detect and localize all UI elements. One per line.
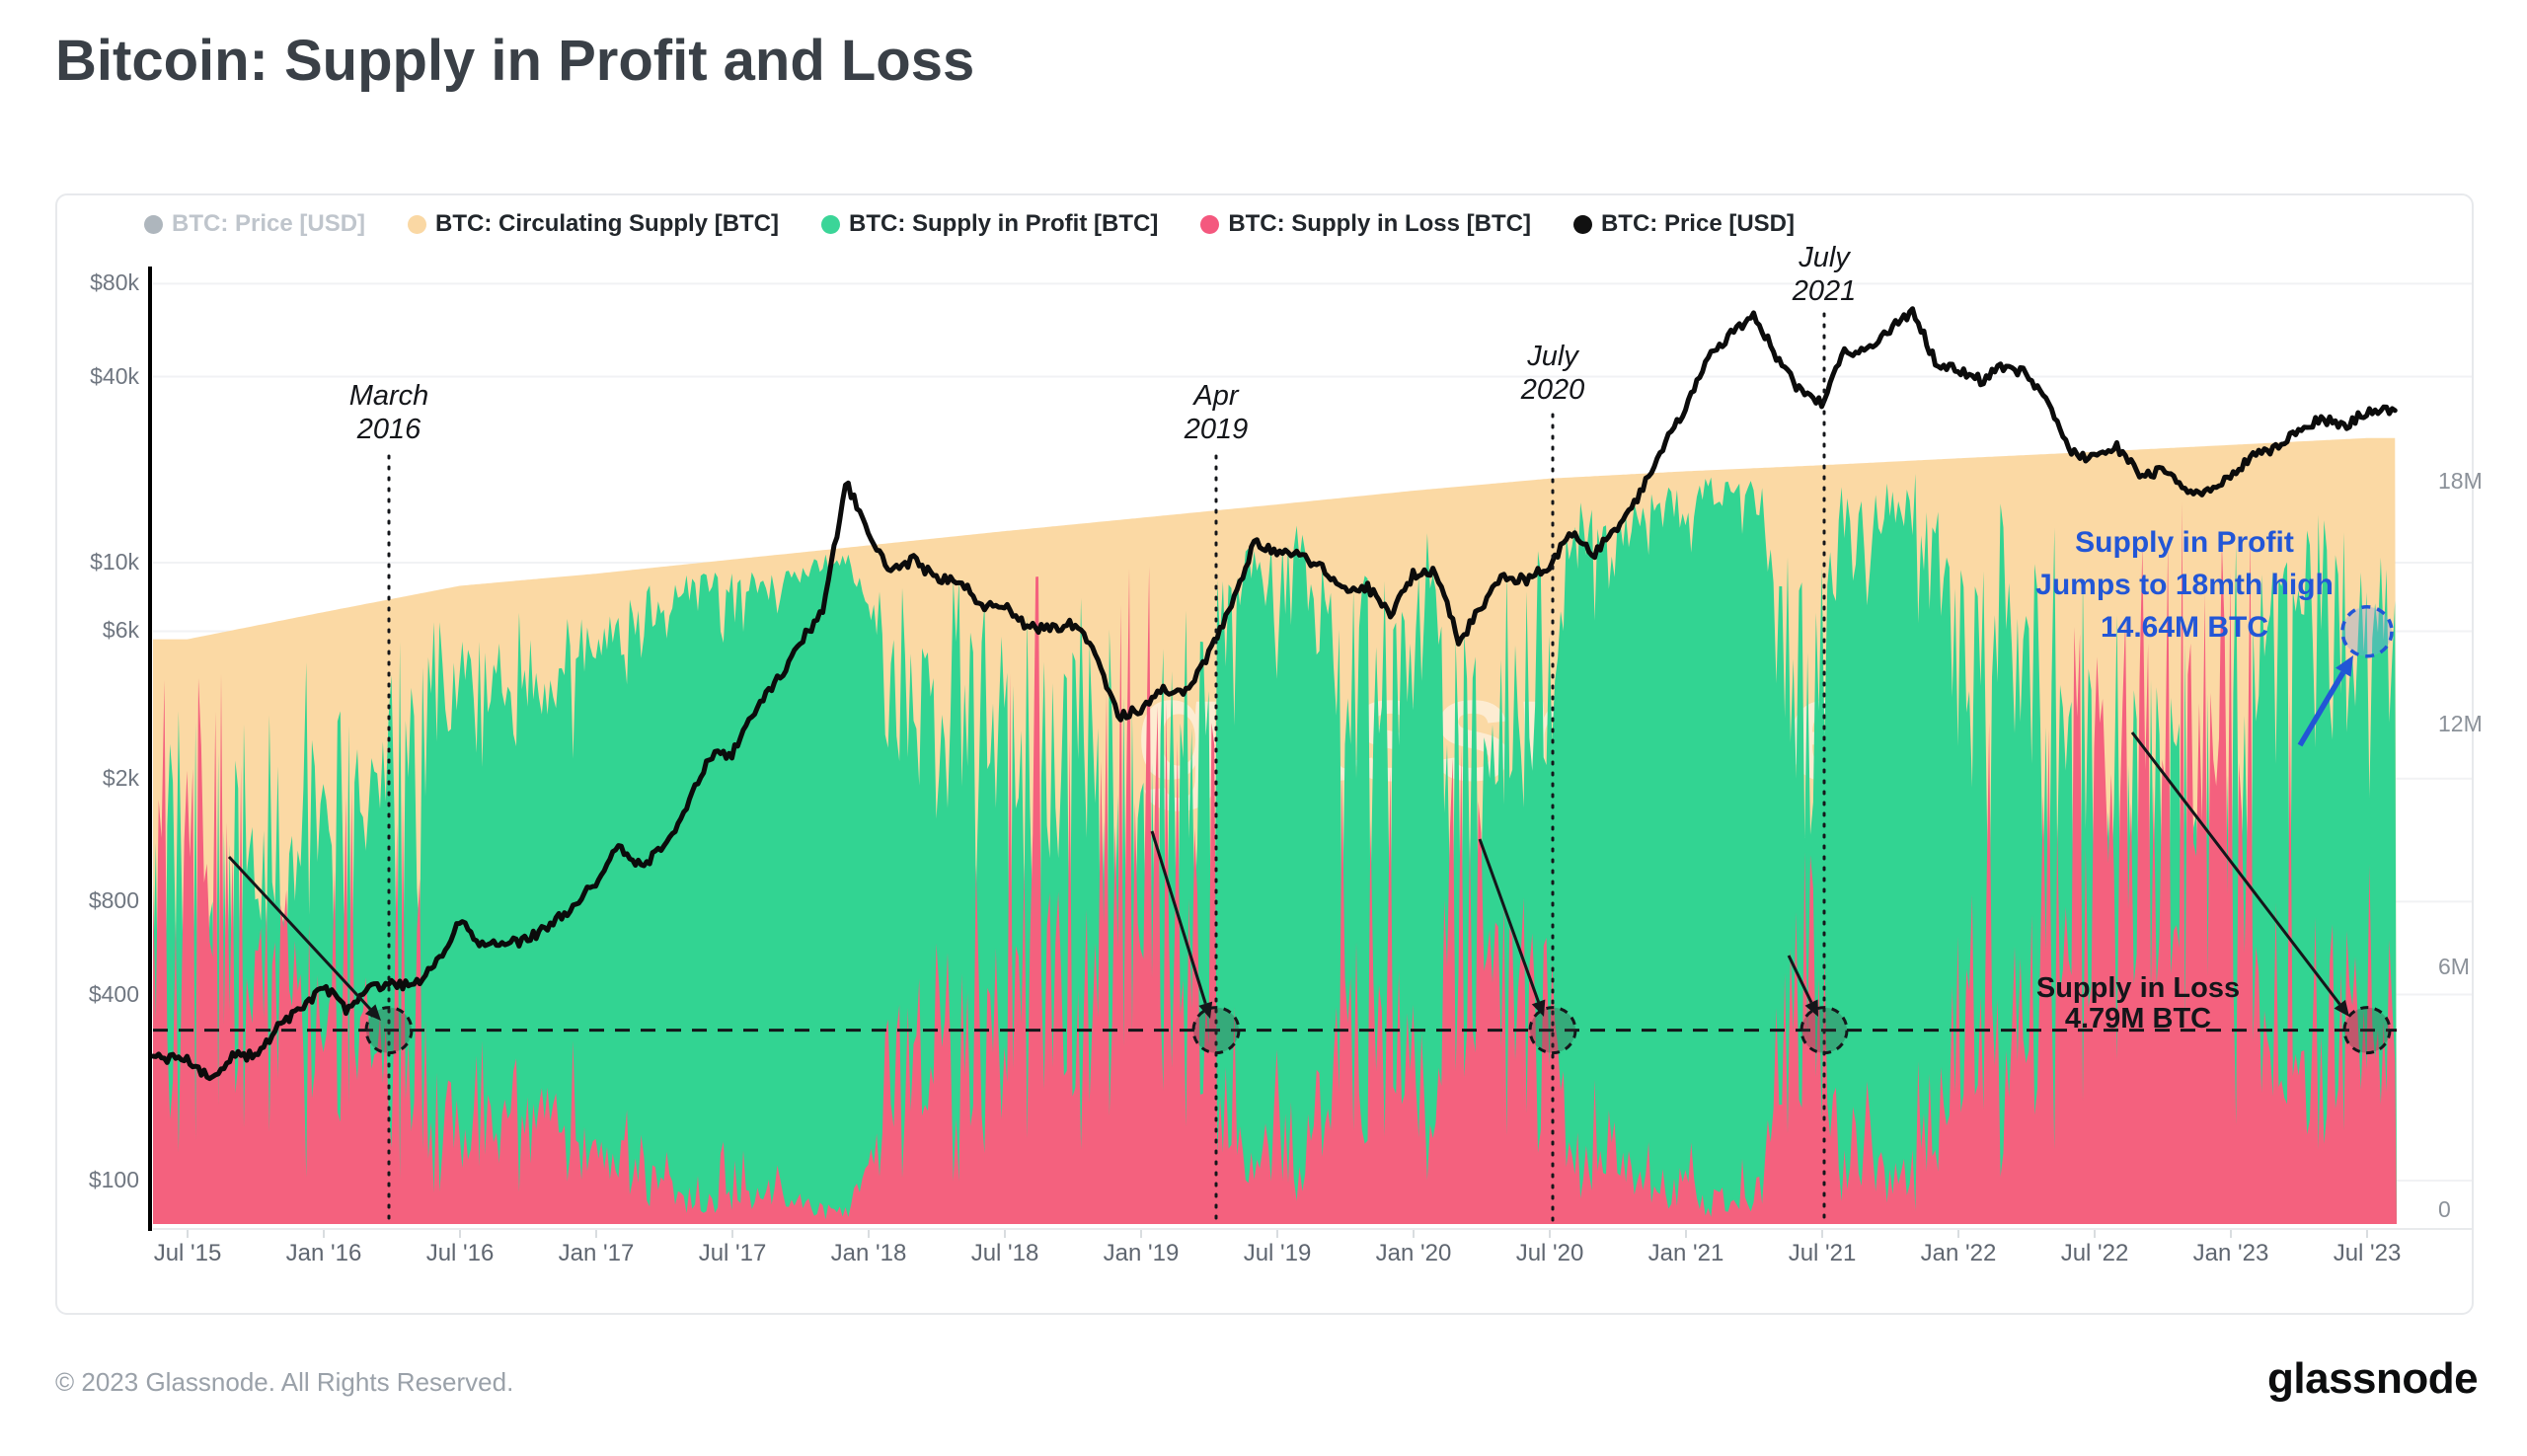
price-axis-tick-label: $6k	[102, 617, 139, 644]
legend-item-2[interactable]: BTC: Supply in Profit [BTC]	[821, 210, 1158, 238]
legend: BTC: Price [USD] BTC: Circulating Supply …	[144, 210, 1795, 238]
glassnode-logo: glassnode	[2267, 1354, 2479, 1403]
supply-axis-tick-label: 12M	[2438, 711, 2483, 736]
time-axis-tick-label: Jul '21	[1788, 1240, 1857, 1266]
event-annotation-text: Apr 2019	[1184, 380, 1249, 445]
time-axis-tick-label: Jan '20	[1375, 1240, 1452, 1266]
legend-dot-icon	[144, 214, 163, 234]
legend-item-label: BTC: Price [USD]	[172, 210, 366, 237]
time-axis-tick-label: Jan '17	[558, 1240, 635, 1266]
price-axis-tick-label: $80k	[90, 269, 139, 296]
supply-axis-tick-label: 6M	[2438, 954, 2470, 979]
page-title: Bitcoin: Supply in Profit and Loss	[55, 29, 975, 93]
legend-dot-icon	[1200, 214, 1220, 234]
time-axis-tick-label: Jan '16	[285, 1240, 362, 1266]
time-axis-tick-label: Jul '17	[698, 1240, 767, 1266]
legend-dot-icon	[408, 214, 427, 234]
legend-item-label: BTC: Circulating Supply [BTC]	[435, 210, 780, 237]
chart-panel	[55, 193, 2474, 1315]
time-axis-tick-label: Jan '23	[2192, 1240, 2269, 1266]
loss-callout-text: Supply in Loss 4.79M BTC	[2035, 972, 2241, 1035]
profit-callout-text: Supply in Profit Jumps to 18mth high 14.…	[2035, 526, 2334, 644]
legend-dot-icon	[1572, 214, 1592, 234]
time-axis-tick-label: Jul '20	[1515, 1240, 1584, 1266]
time-axis-tick-label: Jan '22	[1920, 1240, 1997, 1266]
price-axis-tick-label: $100	[88, 1167, 139, 1192]
time-axis-tick-label: Jul '16	[425, 1240, 495, 1266]
legend-item-0[interactable]: BTC: Price [USD]	[144, 210, 365, 238]
time-axis-tick-label: Jul '23	[2333, 1240, 2402, 1266]
event-annotation-text: July 2020	[1520, 341, 1585, 406]
legend-item-3[interactable]: BTC: Supply in Loss [BTC]	[1200, 210, 1531, 238]
legend-item-label: BTC: Price [USD]	[1600, 210, 1795, 237]
time-axis-tick-label: Jan '19	[1103, 1240, 1180, 1266]
event-annotation-text: July 2021	[1792, 242, 1857, 307]
legend-item-4[interactable]: BTC: Price [USD]	[1572, 210, 1795, 238]
price-axis-tick-label: $40k	[90, 362, 139, 389]
legend-item-label: BTC: Supply in Loss [BTC]	[1228, 210, 1531, 237]
time-axis-tick-label: Jul '19	[1243, 1240, 1312, 1266]
legend-item-1[interactable]: BTC: Circulating Supply [BTC]	[408, 210, 779, 238]
copyright-text: © 2023 Glassnode. All Rights Reserved.	[55, 1367, 514, 1397]
time-axis-tick-label: Jul '18	[970, 1240, 1039, 1266]
time-axis-tick-label: Jul '15	[153, 1240, 222, 1266]
price-axis-tick-label: $800	[88, 887, 139, 914]
time-axis-tick-label: Jan '18	[830, 1240, 907, 1266]
legend-item-label: BTC: Supply in Profit [BTC]	[849, 210, 1159, 237]
event-annotation-text: March 2016	[348, 380, 429, 445]
price-axis-tick-label: $2k	[102, 764, 139, 791]
supply-axis-tick-label: 18M	[2438, 468, 2483, 494]
supply-axis-tick-label: 0	[2438, 1196, 2451, 1222]
legend-dot-icon	[821, 214, 841, 234]
time-axis-tick-label: Jul '22	[2060, 1240, 2129, 1266]
time-axis-tick-label: Jan '21	[1647, 1240, 1724, 1266]
price-axis-tick-label: $400	[88, 980, 139, 1007]
price-axis-tick-label: $10k	[90, 549, 139, 575]
